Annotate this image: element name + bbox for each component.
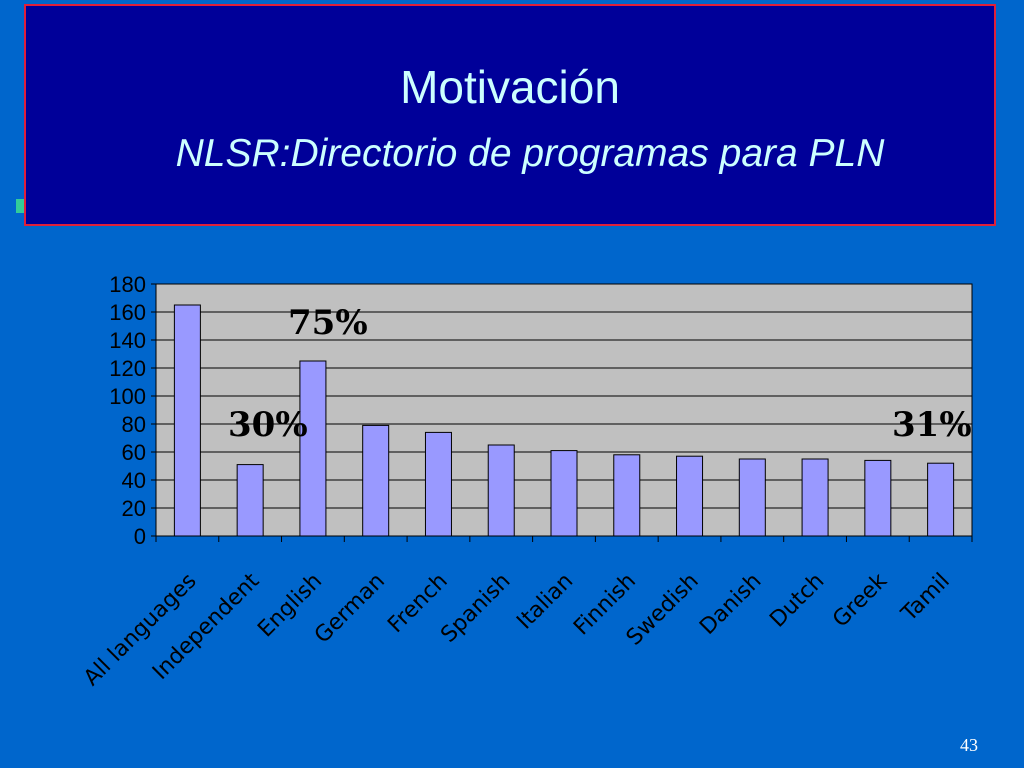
bar-spanish: [487, 444, 515, 537]
x-tick-label: Danish: [695, 569, 766, 640]
y-tick-label: 80: [122, 412, 146, 437]
bar-tamil: [927, 462, 955, 537]
annotation-31pct: 31%: [892, 405, 972, 445]
bar-german: [362, 424, 390, 537]
x-tick-label: Spanish: [436, 569, 515, 648]
annotation-75pct: 75%: [288, 303, 368, 343]
bullet-marker: [16, 199, 24, 213]
bar-independent: [236, 464, 264, 537]
slide-subtitle: NLSR:Directorio de programas para PLN: [175, 132, 885, 175]
y-tick-label: 160: [109, 300, 146, 325]
slide-title: Motivación: [400, 61, 620, 113]
bar-finnish: [613, 454, 641, 537]
x-tick-label: Dutch: [765, 569, 829, 633]
y-tick-label: 60: [122, 440, 146, 465]
bar-english: [299, 360, 327, 537]
x-tick-label: Italian: [512, 569, 578, 635]
x-axis: All languagesIndependentEnglishGermanFre…: [79, 536, 973, 691]
title-box: Motivación NLSR:Directorio de programas …: [24, 4, 996, 226]
bar-italian: [550, 450, 578, 537]
page-number: 43: [960, 735, 978, 755]
y-tick-label: 20: [122, 496, 146, 521]
annotation-30pct: 30%: [228, 405, 308, 445]
bars: [173, 304, 955, 537]
y-tick-label: 100: [109, 384, 146, 409]
bar-dutch: [801, 458, 829, 537]
bar-greek: [864, 459, 892, 537]
y-tick-label: 0: [134, 524, 146, 549]
bar-swedish: [676, 455, 704, 537]
y-tick-label: 140: [109, 328, 146, 353]
x-tick-label: Tamil: [896, 569, 955, 628]
y-tick-label: 40: [122, 468, 146, 493]
bar-french: [424, 431, 452, 537]
y-axis: 0 20 40 60 80 100 120 140 160 180: [109, 272, 157, 549]
bar-danish: [738, 458, 766, 537]
x-tick-label: All languages: [79, 569, 201, 691]
y-tick-label: 180: [109, 272, 146, 297]
bar-all-languages: [173, 304, 201, 537]
x-tick-label: Greek: [828, 568, 892, 632]
y-tick-label: 120: [109, 356, 146, 381]
x-tick-label: German: [310, 569, 390, 649]
